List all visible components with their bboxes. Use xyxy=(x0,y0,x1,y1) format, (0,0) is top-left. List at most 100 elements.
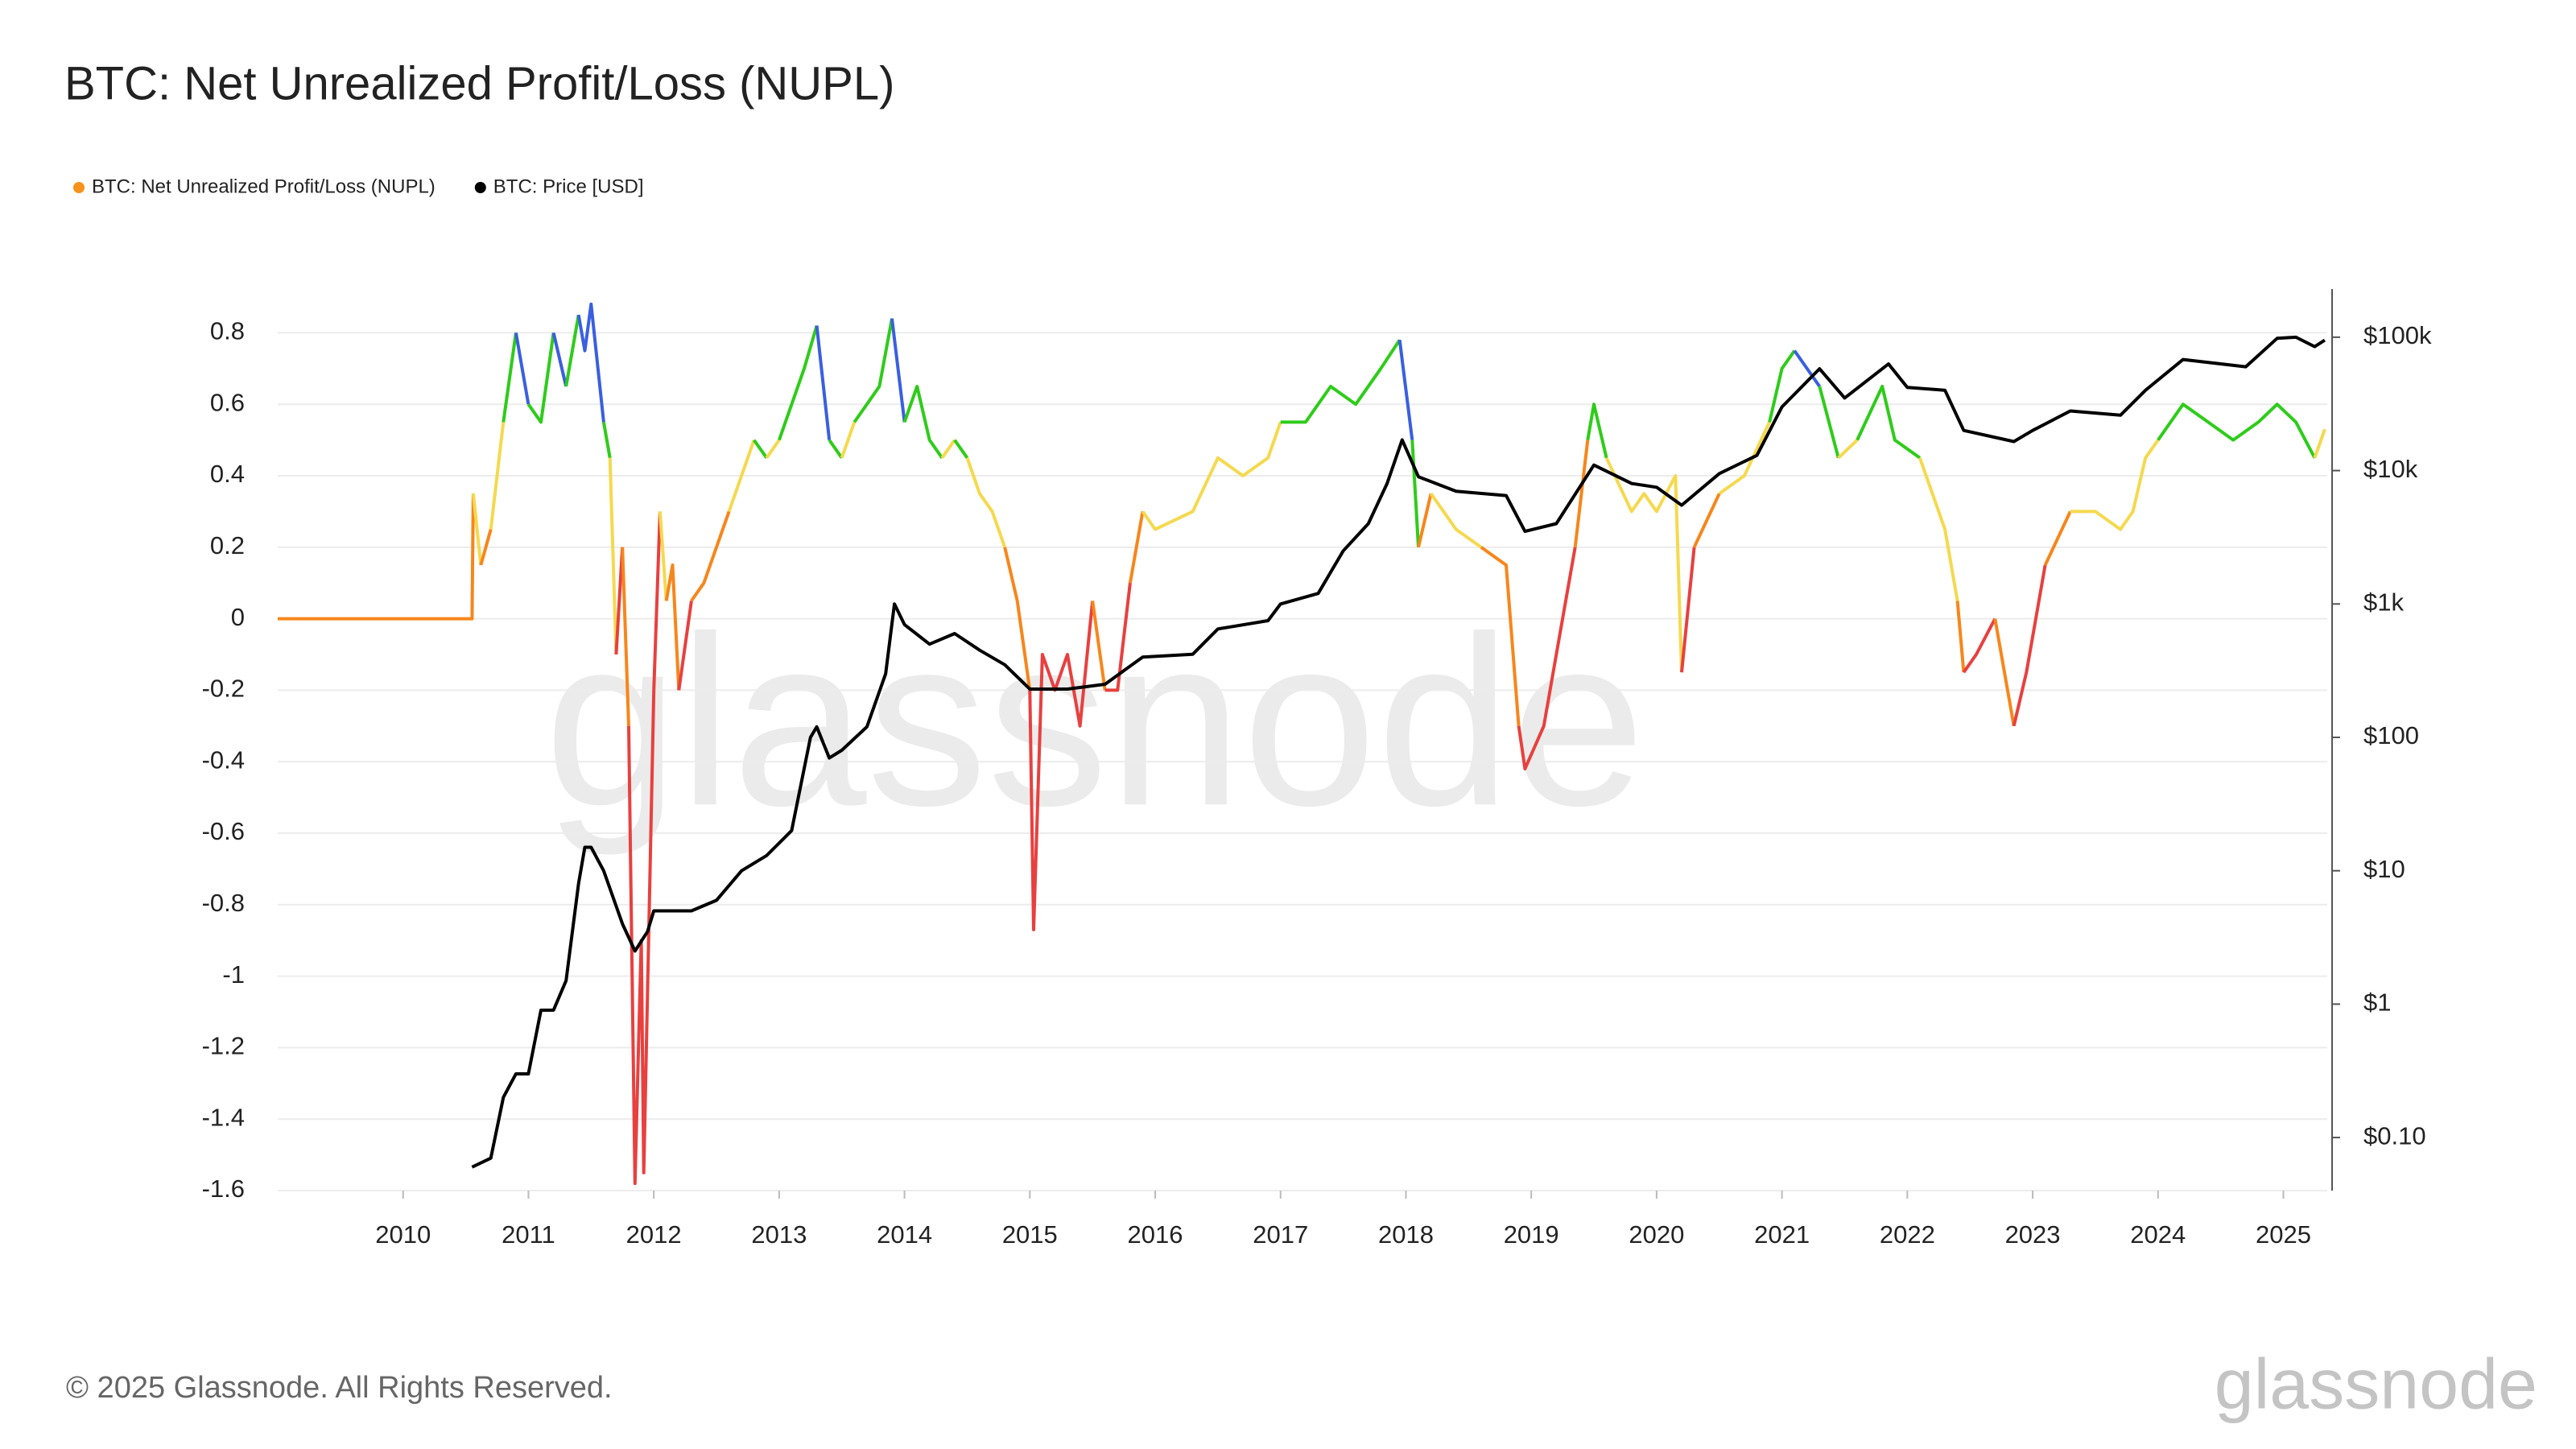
x-tick-label: 2013 xyxy=(751,1220,807,1249)
x-tick-label: 2024 xyxy=(2130,1220,2186,1249)
series-line xyxy=(1692,493,1721,548)
series-line xyxy=(1856,385,1922,460)
series-line xyxy=(2157,402,2317,459)
series-line xyxy=(479,529,493,566)
x-tick-label: 2022 xyxy=(1880,1220,1935,1249)
y2-tick-label: $1k xyxy=(2363,588,2404,616)
y-tick-label: 0.4 xyxy=(210,460,245,488)
series-line xyxy=(627,511,662,1186)
y-tick-label: -0.6 xyxy=(202,817,245,845)
x-tick-label: 2021 xyxy=(1754,1220,1810,1249)
chart-title: BTC: Net Unrealized Profit/Loss (NUPL) xyxy=(64,57,894,109)
y-tick-label: -0.2 xyxy=(202,675,245,703)
series-line xyxy=(471,493,483,566)
series-line xyxy=(551,332,568,387)
logo: glassnode xyxy=(2215,1344,2537,1423)
y-tick-label: -1 xyxy=(222,960,245,989)
series-line xyxy=(1918,457,1959,601)
series-line xyxy=(2012,564,2047,727)
series-line xyxy=(1003,547,1032,691)
series-line xyxy=(940,439,956,459)
legend-marker xyxy=(73,182,85,193)
series-line xyxy=(658,511,668,601)
y-tick-label: 0 xyxy=(231,603,245,631)
y-tick-label: -1.2 xyxy=(202,1032,245,1060)
series-line xyxy=(1410,440,1420,547)
x-tick-label: 2023 xyxy=(2005,1220,2061,1249)
series-line xyxy=(514,332,530,405)
x-tick-label: 2011 xyxy=(502,1220,555,1249)
series-line xyxy=(690,510,731,602)
legend-label: BTC: Price [USD] xyxy=(493,175,644,197)
x-tick-label: 2014 xyxy=(877,1220,932,1249)
series-line xyxy=(1604,456,1683,673)
series-line xyxy=(953,439,969,459)
y-tick-label: -1.4 xyxy=(202,1103,245,1131)
series-line xyxy=(1718,421,1771,495)
series-line xyxy=(1586,402,1608,459)
series-line xyxy=(614,547,625,655)
series-line xyxy=(1480,546,1521,726)
series-line xyxy=(2043,510,2072,566)
series-line xyxy=(601,422,612,459)
y2-tick-label: $10k xyxy=(2363,455,2418,483)
x-tick-label: 2015 xyxy=(1002,1220,1058,1249)
series-line xyxy=(502,332,518,423)
x-tick-label: 2018 xyxy=(1378,1220,1434,1249)
legend-marker xyxy=(474,182,486,193)
series-line xyxy=(1680,547,1696,673)
footer: © 2025 Glassnode. All Rights Reserved. xyxy=(66,1371,613,1405)
series-line xyxy=(1768,349,1796,423)
series-line xyxy=(1517,547,1577,771)
series-line xyxy=(621,547,630,726)
series-line xyxy=(1793,349,1821,388)
series-line xyxy=(526,332,555,424)
series-line xyxy=(576,302,605,423)
series-line xyxy=(727,439,756,513)
x-tick-label: 2012 xyxy=(626,1220,682,1249)
series-line xyxy=(2070,439,2160,531)
series-line xyxy=(815,325,832,440)
x-tick-label: 2010 xyxy=(375,1220,431,1249)
y-tick-label: 0.2 xyxy=(210,531,245,559)
series-line xyxy=(664,564,681,691)
y-tick-label: -1.6 xyxy=(202,1174,245,1203)
series-line xyxy=(564,314,580,387)
y2-tick-label: $10 xyxy=(2363,855,2405,883)
y2-tick-label: $100k xyxy=(2363,321,2432,349)
series-line xyxy=(778,324,819,441)
series-line xyxy=(1955,601,1966,673)
x-tick-label: 2017 xyxy=(1253,1220,1308,1249)
series-line xyxy=(1091,601,1107,691)
x-tick-label: 2019 xyxy=(1504,1220,1559,1249)
legend-label: BTC: Net Unrealized Profit/Loss (NUPL) xyxy=(92,175,436,197)
y2-tick-label: $100 xyxy=(2363,721,2419,749)
series-line xyxy=(1417,493,1433,548)
series-line xyxy=(1818,386,1840,459)
series-line xyxy=(852,318,894,423)
y-tick-label: 0.6 xyxy=(210,388,245,416)
series-line xyxy=(608,457,618,655)
series-line xyxy=(2313,428,2326,459)
series-line xyxy=(471,335,2326,1169)
x-tick-label: 2016 xyxy=(1128,1220,1183,1249)
series-line xyxy=(677,601,693,691)
series-line xyxy=(1993,618,2016,727)
series-line xyxy=(828,439,844,459)
series-line xyxy=(1429,493,1483,549)
series-line xyxy=(1397,340,1414,440)
series-line xyxy=(1280,339,1402,424)
y-tick-label: 0.8 xyxy=(210,317,245,345)
series-line xyxy=(1837,439,1859,460)
series-line xyxy=(840,421,857,459)
series-line xyxy=(902,385,943,459)
series-line xyxy=(489,422,506,530)
y2-tick-label: $0.10 xyxy=(2363,1121,2426,1150)
x-tick-label: 2025 xyxy=(2256,1220,2311,1249)
series-line xyxy=(890,318,906,423)
series-line xyxy=(1104,582,1132,692)
series-line xyxy=(765,439,781,459)
y2-tick-label: $1 xyxy=(2363,989,2391,1017)
